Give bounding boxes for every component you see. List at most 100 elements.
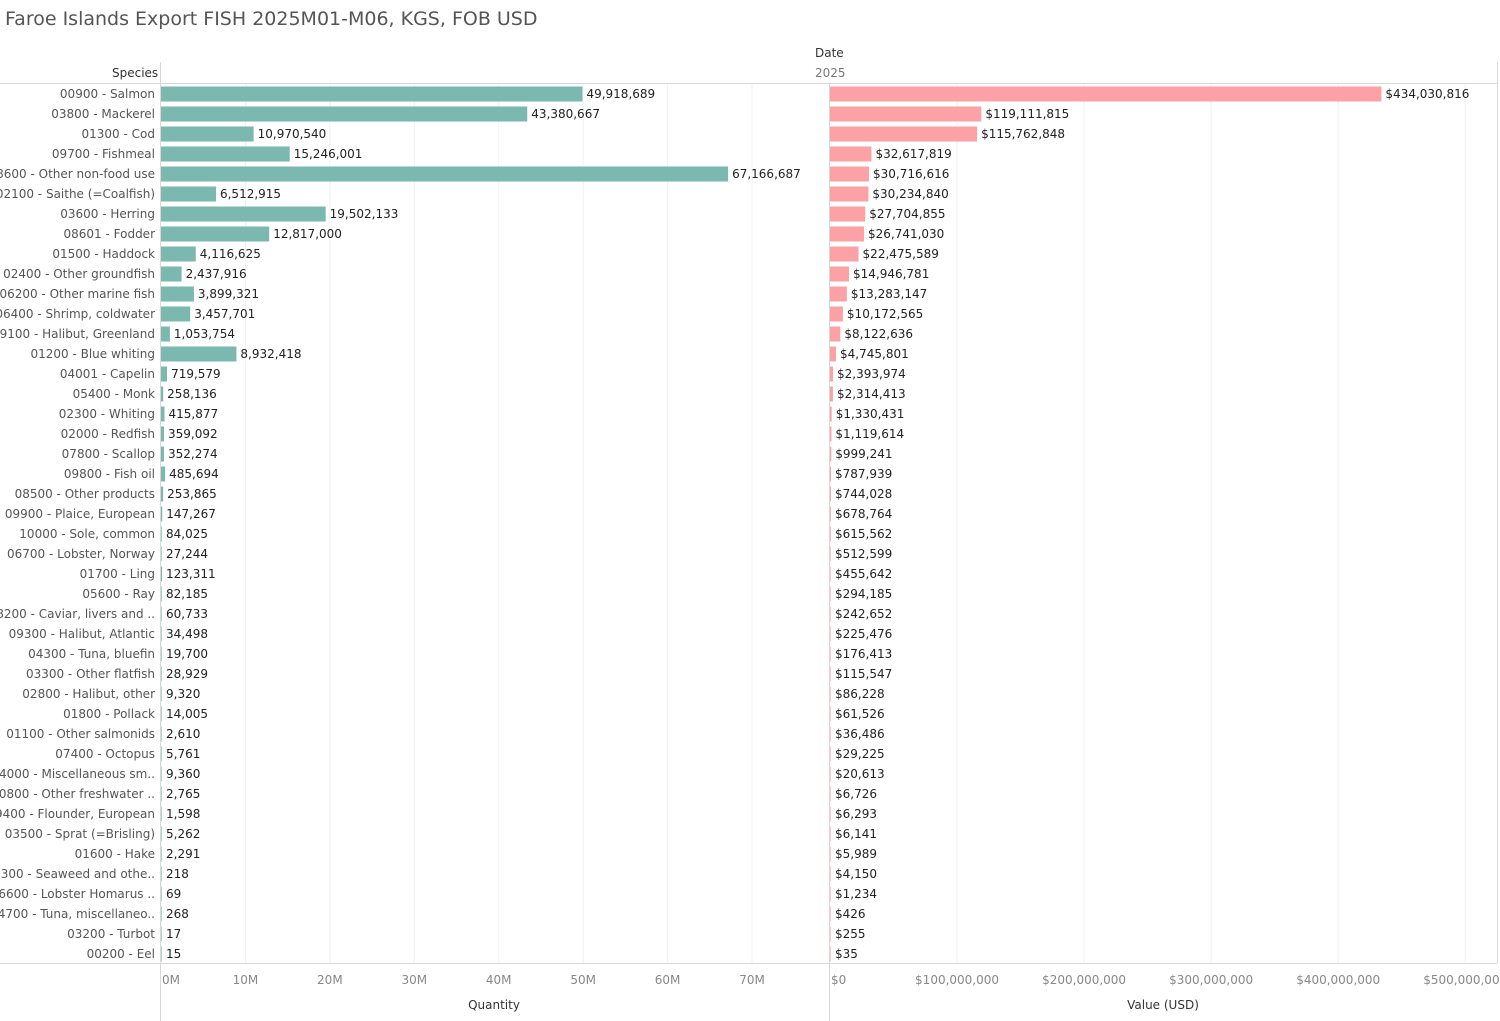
species-label: 04300 - Tuna, bluefin: [28, 647, 155, 661]
value-value-label: $22,475,589: [863, 247, 939, 261]
quantity-tick-label: 0M: [162, 973, 180, 987]
value-value-label: $32,617,819: [875, 147, 951, 161]
quantity-bar: [161, 546, 162, 562]
value-bar: [830, 886, 831, 902]
species-label: 04000 - Miscellaneous sm..: [0, 767, 155, 781]
quantity-bar: [161, 946, 162, 962]
quantity-value-label: 359,092: [168, 427, 218, 441]
quantity-value-label: 49,918,689: [586, 87, 655, 101]
species-label: 07800 - Scallop: [62, 447, 155, 461]
species-label: 02800 - Halibut, other: [22, 687, 155, 701]
value-value-label: $426: [835, 907, 866, 921]
value-value-label: $115,762,848: [981, 127, 1065, 141]
value-bar: [830, 146, 872, 162]
quantity-value-label: 485,694: [169, 467, 219, 481]
value-bar: [830, 906, 831, 922]
species-label: 05600 - Ray: [82, 587, 155, 601]
value-value-label: $26,741,030: [868, 227, 944, 241]
value-bar: [830, 186, 869, 202]
species-label: 02400 - Other groundfish: [3, 267, 155, 281]
value-value-label: $86,228: [835, 687, 885, 701]
value-bar: [830, 506, 831, 522]
quantity-bar: [161, 746, 162, 762]
value-bar: [830, 406, 832, 422]
quantity-bar: [161, 766, 162, 782]
quantity-value-label: 10,970,540: [258, 127, 327, 141]
quantity-value-label: 60,733: [166, 607, 208, 621]
value-bar: [830, 666, 831, 682]
quantity-bar: [161, 206, 326, 222]
quantity-tick-label: 70M: [739, 973, 765, 987]
quantity-bar: [161, 886, 162, 902]
quantity-value-label: 268: [166, 907, 189, 921]
quantity-value-label: 9,320: [166, 687, 200, 701]
value-axis-title: Value (USD): [1127, 998, 1199, 1012]
value-tick-label: $400,000,000: [1296, 973, 1380, 987]
species-label: 00800 - Other freshwater ..: [0, 787, 155, 801]
quantity-value-label: 218: [166, 867, 189, 881]
quantity-grid: [244, 84, 753, 963]
quantity-value-label: 2,610: [166, 727, 200, 741]
species-labels: 00900 - Salmon 03800 - Mackerel 01300 - Co…: [0, 87, 155, 961]
value-value-label: $678,764: [835, 507, 892, 521]
quantity-bar: [161, 226, 270, 242]
quantity-bar: [161, 106, 528, 122]
value-bar: [830, 106, 982, 122]
value-bar: [830, 246, 859, 262]
species-label: 01700 - Ling: [80, 567, 155, 581]
value-value-label: $6,141: [835, 827, 877, 841]
species-label: 02300 - Whiting: [59, 407, 155, 421]
value-value-label: $5,989: [835, 847, 877, 861]
quantity-value-label: 719,579: [171, 367, 221, 381]
value-value-label: $512,599: [835, 547, 892, 561]
quantity-value-label: 27,244: [166, 547, 208, 561]
quantity-bar: [161, 646, 162, 662]
value-tick-label: $100,000,000: [915, 973, 999, 987]
species-label: 04700 - Tuna, miscellaneo..: [0, 907, 155, 921]
value-bar: [830, 366, 834, 382]
value-axis-ticks: $0 $100,000,000 $200,000,000 $300,000,000 $4…: [831, 973, 1500, 987]
value-bar: [830, 266, 849, 282]
value-bar: [830, 466, 832, 482]
species-label: 08200 - Caviar, livers and ..: [0, 607, 155, 621]
value-value-labels: $434,030,816 $119,111,815 $115,762,848 $32,…: [835, 87, 1469, 961]
species-label: 09300 - Halibut, Atlantic: [9, 627, 155, 641]
quantity-tick-label: 10M: [233, 973, 259, 987]
value-bar: [830, 326, 841, 342]
quantity-bar: [161, 626, 162, 642]
quantity-bars: [161, 86, 729, 962]
quantity-value-label: 15,246,001: [294, 147, 363, 161]
quantity-bar: [161, 466, 166, 482]
quantity-bar: [161, 366, 168, 382]
value-value-label: $14,946,781: [853, 267, 929, 281]
species-label: 08600 - Other non-food use: [0, 167, 155, 181]
quantity-value-label: 34,498: [166, 627, 208, 641]
value-bar: [830, 486, 831, 502]
value-value-label: $36,486: [835, 727, 885, 741]
quantity-bar: [161, 86, 583, 102]
value-bar: [830, 446, 832, 462]
species-label: 01200 - Blue whiting: [30, 347, 155, 361]
quantity-value-label: 258,136: [167, 387, 217, 401]
value-bar: [830, 206, 866, 222]
quantity-value-label: 5,262: [166, 827, 200, 841]
chart-frame: [0, 62, 1498, 1021]
value-bar: [830, 386, 833, 402]
value-tick-label: $0: [831, 973, 846, 987]
quantity-value-label: 352,274: [168, 447, 218, 461]
species-label: 03300 - Other flatfish: [26, 667, 155, 681]
quantity-bar: [161, 486, 164, 502]
species-label: 04001 - Capelin: [60, 367, 155, 381]
quantity-value-label: 17: [166, 927, 181, 941]
value-value-label: $999,241: [835, 447, 892, 461]
species-label: 00900 - Salmon: [60, 87, 155, 101]
value-bar: [830, 766, 831, 782]
value-value-label: $30,716,616: [873, 167, 949, 181]
value-bar: [830, 746, 831, 762]
species-label: 10000 - Sole, common: [19, 527, 155, 541]
species-label: 02000 - Redfish: [61, 427, 155, 441]
quantity-bar: [161, 906, 162, 922]
value-value-label: $13,283,147: [851, 287, 927, 301]
species-label: 06400 - Shrimp, coldwater: [0, 307, 155, 321]
value-value-label: $787,939: [835, 467, 892, 481]
